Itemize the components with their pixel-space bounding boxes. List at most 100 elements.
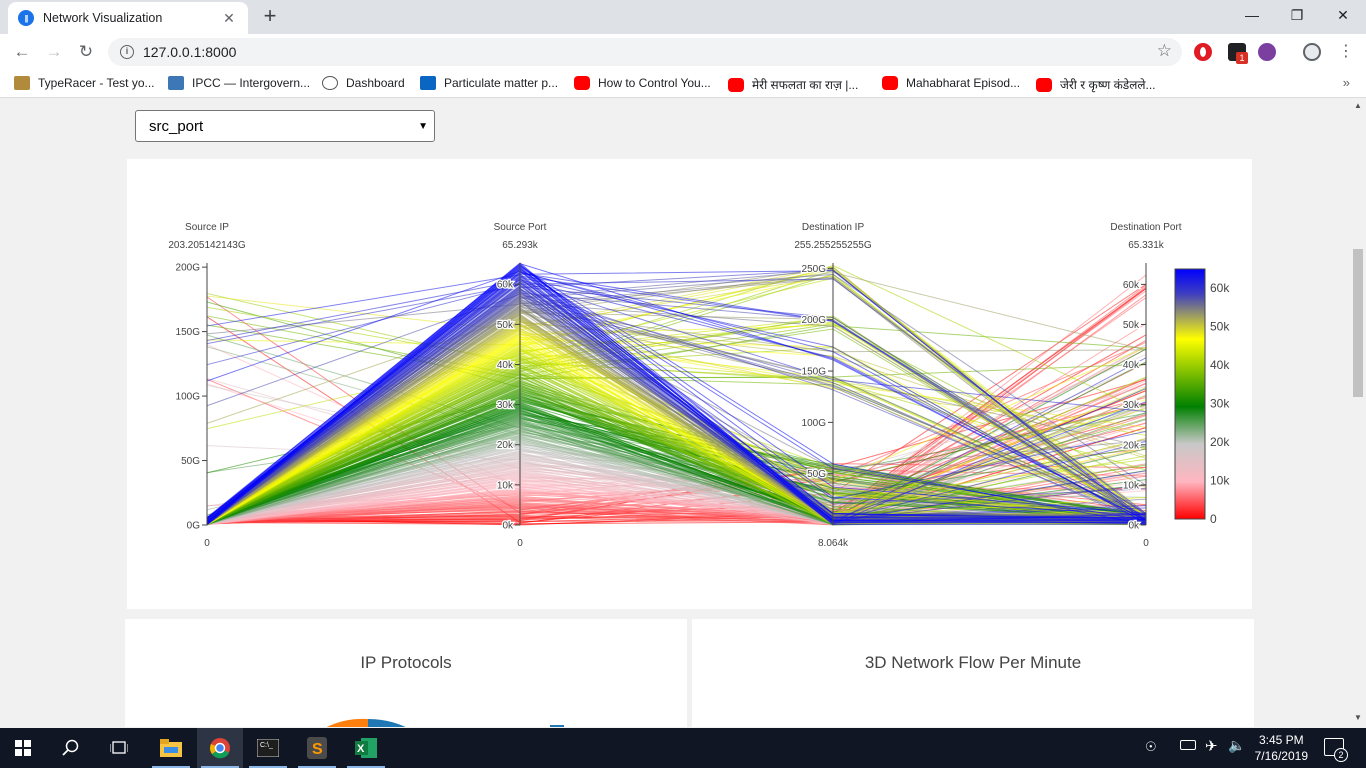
bookmark-item[interactable]: TypeRacer - Test yo... xyxy=(14,76,155,90)
axis-max-label: 65.331k xyxy=(1128,240,1165,251)
colorbar-tick-label: 0 xyxy=(1210,512,1217,526)
svg-text:C:\_: C:\_ xyxy=(260,742,273,749)
ip-protocols-title: IP Protocols xyxy=(360,653,452,672)
clock-time: 3:45 PM xyxy=(1258,733,1304,747)
battery-icon[interactable] xyxy=(1180,740,1196,750)
clock[interactable]: 3:45 PM 7/16/2019 xyxy=(1255,732,1308,764)
close-tab-icon[interactable]: ✕ xyxy=(223,9,235,26)
polyline-record xyxy=(206,279,1147,522)
browser-tab[interactable]: ||| Network Visualization ✕ xyxy=(8,2,248,34)
opera-extension-icon[interactable] xyxy=(1194,43,1212,61)
axis-max-label: 65.293k xyxy=(502,240,539,251)
svg-text:S: S xyxy=(312,741,323,758)
menu-kebab-icon[interactable]: ⋮ xyxy=(1338,43,1354,60)
axis-tick-label: 150G xyxy=(802,367,827,378)
network-flow-card: 3D Network Flow Per Minute xyxy=(692,619,1254,727)
task-view-icon[interactable] xyxy=(96,728,142,768)
polyline-record xyxy=(206,265,1147,526)
polyline-record xyxy=(206,325,1147,523)
axis-tick-label: 250G xyxy=(802,264,827,275)
more-bookmarks-icon[interactable]: » xyxy=(1342,75,1350,90)
colorbar-tick-label: 30k xyxy=(1210,397,1230,411)
excel-icon[interactable]: X xyxy=(343,728,389,768)
polyline-record xyxy=(206,263,1147,524)
new-tab-button[interactable]: + xyxy=(263,3,277,28)
polyline-record xyxy=(206,293,1147,520)
bookmark-item[interactable]: जेरी र कृष्ण कंडेलले... xyxy=(1036,76,1156,93)
axis-min-label: 8.064k xyxy=(818,538,849,549)
bookmark-item[interactable]: Dashboard xyxy=(322,76,405,90)
scroll-down-icon[interactable]: ▼ xyxy=(1354,713,1362,722)
reload-icon[interactable]: ↻ xyxy=(78,42,94,61)
axis-tick-label: 50G xyxy=(807,469,826,480)
axis-tick-label: 100G xyxy=(176,392,201,403)
bookmark-star-icon[interactable]: ☆ xyxy=(1156,41,1172,60)
minimize-icon[interactable]: — xyxy=(1245,7,1259,23)
colorbar-tick-label: 10k xyxy=(1210,474,1230,488)
axis-tick-label: 30k xyxy=(497,400,514,411)
axis-tick-label: 10k xyxy=(1123,480,1140,491)
colorbar-tick-label: 50k xyxy=(1210,320,1230,334)
polyline-record xyxy=(206,341,1147,526)
scroll-up-icon[interactable]: ▲ xyxy=(1354,101,1362,110)
windows-start-icon[interactable] xyxy=(0,728,46,768)
volume-icon[interactable]: 🔈 xyxy=(1228,737,1246,753)
address-bar[interactable]: i 127.0.0.1:8000 ☆ xyxy=(108,38,1182,66)
chrome-taskbar-icon[interactable] xyxy=(197,728,243,768)
back-icon[interactable]: ← xyxy=(13,42,31,61)
parallel-coordinates-chart[interactable]: Source IP 203.205142143G 0 200G 150G 100G 50G 0… xyxy=(127,159,1252,609)
axis-tick-label: 0k xyxy=(1128,521,1140,532)
colorbar-tick-label: 40k xyxy=(1210,358,1230,372)
youtube-icon xyxy=(574,76,590,90)
bookmark-item[interactable]: मेरी सफलता का राज़ |... xyxy=(728,76,858,93)
bookmark-item[interactable]: Mahabharat Episod... xyxy=(882,76,1020,90)
axis-min-label: 0 xyxy=(1143,538,1149,549)
browser-toolbar: ← → ↻ i 127.0.0.1:8000 ☆ 1 ⋮ xyxy=(0,34,1366,70)
polyline-record xyxy=(206,284,1147,522)
windows-taskbar: C:\_ S X ☉ ✈ 🔈 3:45 PM 7/16/2019 2 xyxy=(0,728,1366,768)
forward-icon[interactable]: → xyxy=(45,42,63,61)
terminal-icon[interactable]: C:\_ xyxy=(245,728,291,768)
bookmark-item[interactable]: How to Control You... xyxy=(574,76,711,90)
search-icon[interactable] xyxy=(48,728,94,768)
axis-min-label: 0 xyxy=(204,538,210,549)
close-window-icon[interactable]: ✕ xyxy=(1337,6,1349,23)
polyline-record xyxy=(206,271,1147,526)
parcoords-card: Source IP 203.205142143G 0 200G 150G 100G 50G 0… xyxy=(127,159,1252,609)
file-explorer-icon[interactable] xyxy=(148,728,194,768)
axis-tick-label: 40k xyxy=(1123,360,1140,371)
bookmark-item[interactable]: Particulate matter p... xyxy=(420,76,558,90)
axes-layer: Source IP 203.205142143G 0 200G 150G 100G 50G 0… xyxy=(168,222,1181,549)
axis-title: Source IP xyxy=(185,222,229,233)
axis-tick-label: 200G xyxy=(176,263,201,274)
polyline-record xyxy=(206,276,1147,524)
sublime-text-icon[interactable]: S xyxy=(294,728,340,768)
people-icon[interactable]: ☉ xyxy=(1145,739,1157,754)
extension-purple-icon[interactable] xyxy=(1258,43,1276,61)
axis-tick-label: 150G xyxy=(176,327,201,338)
polyline-record xyxy=(206,289,1147,522)
polyline-record xyxy=(206,272,1147,525)
axis-tick-label: 60k xyxy=(1123,280,1140,291)
bookmark-item[interactable]: IPCC — Intergovern... xyxy=(168,76,310,90)
linkedin-icon xyxy=(420,76,436,90)
network-flow-title: 3D Network Flow Per Minute xyxy=(864,653,1082,672)
color-by-select[interactable]: src_port ▼ xyxy=(135,110,435,142)
scroll-thumb[interactable] xyxy=(1353,249,1363,397)
airplane-mode-icon[interactable]: ✈ xyxy=(1205,738,1218,755)
notification-count-badge: 2 xyxy=(1334,748,1348,762)
youtube-icon xyxy=(1036,77,1052,92)
info-icon[interactable]: i xyxy=(120,45,134,59)
youtube-icon xyxy=(728,77,744,92)
axis-max-label: 203.205142143G xyxy=(168,240,246,251)
profile-avatar[interactable] xyxy=(1303,43,1321,61)
axis-tick-label: 0k xyxy=(502,521,514,532)
colorbar: 60k 50k 40k 30k 20k 10k 0 xyxy=(1174,268,1230,526)
axis-tick-label: 20k xyxy=(497,440,514,451)
url-text[interactable]: 127.0.0.1:8000 xyxy=(143,44,237,60)
page-scrollbar[interactable]: ▲ ▼ xyxy=(1349,99,1366,727)
tab-title: Network Visualization xyxy=(43,11,163,25)
pie-chart-partial xyxy=(326,718,564,727)
polyline-record xyxy=(206,274,1147,526)
restore-icon[interactable]: ❐ xyxy=(1290,6,1304,23)
